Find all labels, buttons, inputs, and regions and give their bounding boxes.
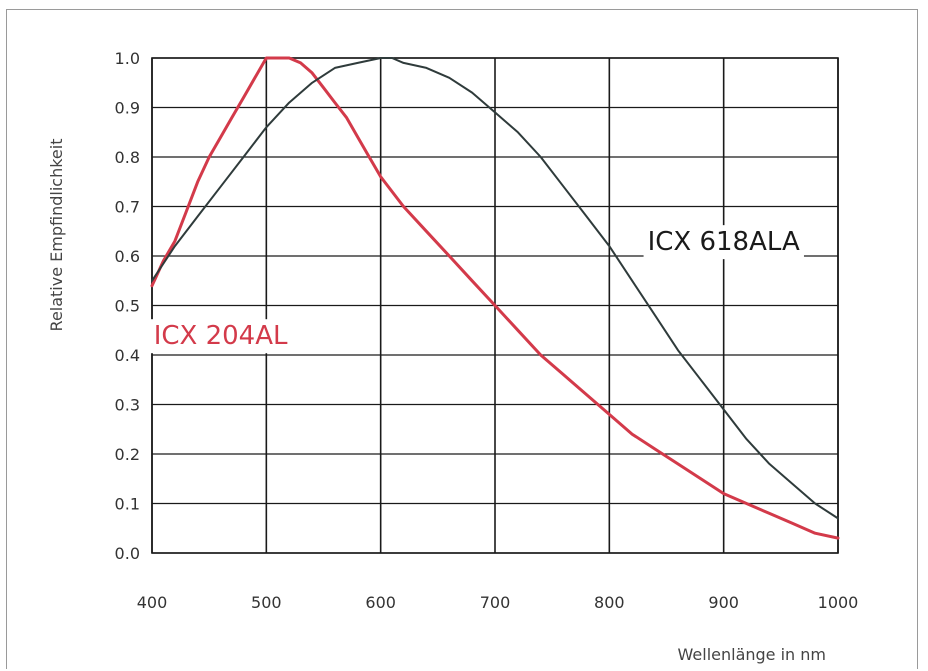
y-tick-label: 0.5	[115, 297, 140, 316]
y-tick-label: 0.2	[115, 445, 140, 464]
series-label-background	[643, 225, 804, 260]
y-tick-label: 0.8	[115, 148, 140, 167]
annotation-layer: ICX 204AL ICX 618ALA	[149, 225, 804, 354]
x-axis-label: Wellenlänge in nm	[678, 645, 826, 664]
series-line-icx-204al	[150, 56, 840, 540]
y-tick-label: 0.3	[115, 396, 140, 415]
y-tick-label: 0.9	[115, 99, 140, 118]
y-tick-labels: 0.0 0.1 0.2 0.3 0.4 0.5 0.6 0.7 0.8 0.9 1.0	[115, 49, 140, 563]
y-tick-label: 0.7	[115, 198, 140, 217]
series-label-icx-204al: ICX 204AL	[154, 321, 288, 351]
y-tick-label: 0.1	[115, 495, 140, 514]
series-label-background	[149, 319, 293, 354]
x-tick-label: 800	[594, 593, 625, 612]
series-label-icx-618ala: ICX 618ALA	[648, 227, 800, 257]
x-tick-label: 900	[708, 593, 739, 612]
y-tick-label: 1.0	[115, 49, 140, 68]
y-tick-label: 0.4	[115, 346, 140, 365]
x-tick-label: 400	[137, 593, 168, 612]
y-tick-label: 0.0	[115, 544, 140, 563]
chart-frame	[6, 9, 918, 669]
x-tick-label: 600	[365, 593, 396, 612]
x-tick-label: 500	[251, 593, 282, 612]
x-tick-labels: 400 500 600 700 800 900 1000	[137, 593, 859, 612]
x-tick-label: 1000	[818, 593, 859, 612]
y-tick-label: 0.6	[115, 247, 140, 266]
series-line-icx-618ala	[151, 57, 839, 520]
series-layer	[150, 56, 840, 540]
y-axis-label: Relative Empfindlichkeit	[47, 139, 66, 332]
x-tick-label: 700	[480, 593, 511, 612]
